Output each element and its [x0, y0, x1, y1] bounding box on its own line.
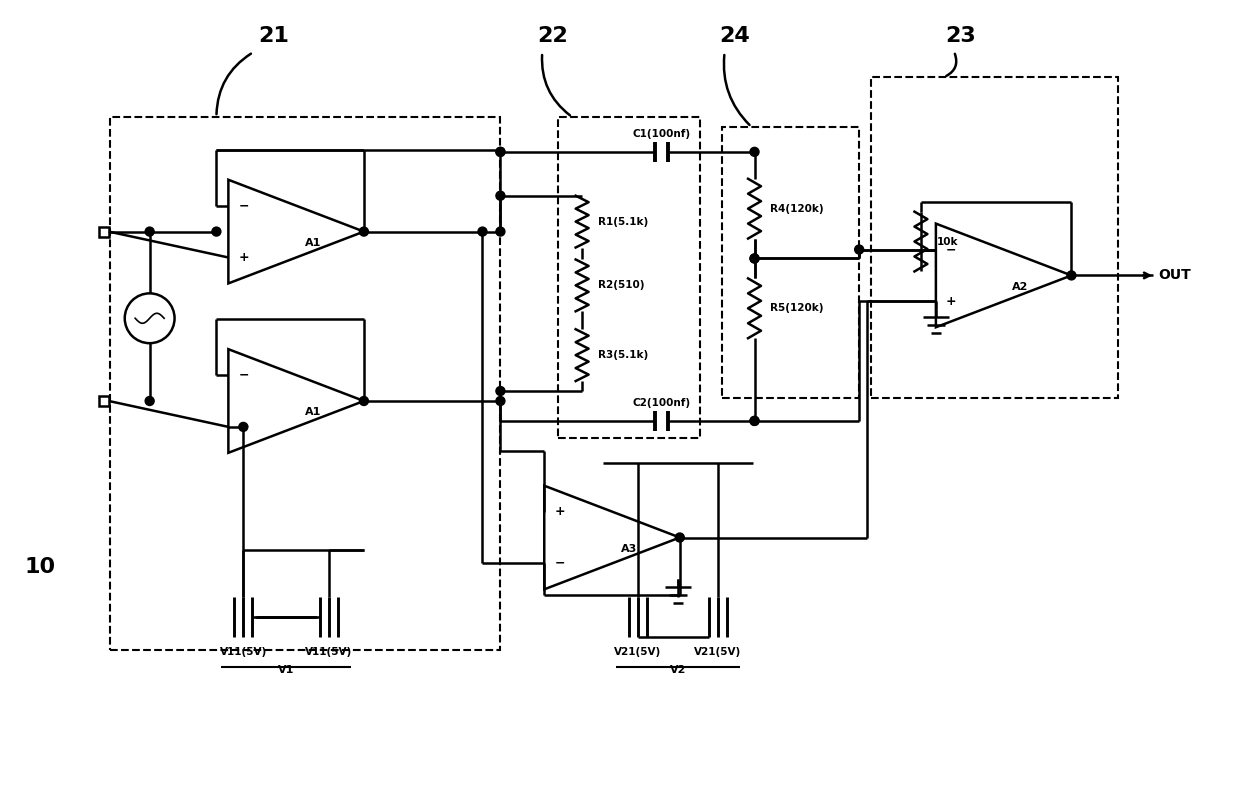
Text: −: −: [946, 243, 956, 256]
Text: A2: A2: [1012, 282, 1029, 292]
Text: 21: 21: [258, 26, 289, 46]
Bar: [110, 117, 501, 650]
Text: +: +: [238, 420, 249, 434]
Text: A3: A3: [621, 544, 637, 554]
Circle shape: [360, 396, 368, 405]
Circle shape: [750, 147, 759, 156]
Circle shape: [145, 227, 154, 236]
Text: 23: 23: [945, 26, 976, 46]
Text: 24: 24: [719, 26, 750, 46]
Text: +: +: [238, 251, 249, 264]
Text: V21(5V): V21(5V): [694, 647, 742, 657]
Text: V11(5V): V11(5V): [219, 647, 267, 657]
Text: −: −: [238, 199, 249, 213]
Circle shape: [496, 396, 505, 405]
Circle shape: [676, 533, 684, 542]
Circle shape: [496, 147, 505, 156]
Circle shape: [477, 227, 487, 236]
Text: V2: V2: [670, 665, 686, 675]
Circle shape: [239, 423, 248, 431]
Circle shape: [145, 396, 154, 405]
Text: 22: 22: [537, 26, 568, 46]
Text: A1: A1: [305, 238, 321, 248]
Circle shape: [496, 191, 505, 200]
Bar: [558, 117, 699, 438]
Circle shape: [854, 245, 863, 254]
Bar: [99, 227, 109, 236]
Circle shape: [750, 416, 759, 425]
Text: +: +: [554, 505, 565, 518]
Text: A1: A1: [305, 408, 321, 417]
Text: −: −: [554, 557, 564, 570]
Text: +: +: [946, 295, 956, 308]
Circle shape: [496, 386, 505, 396]
Text: 10k: 10k: [937, 236, 959, 247]
Text: C2(100nf): C2(100nf): [632, 398, 691, 408]
Text: C1(100nf): C1(100nf): [632, 129, 691, 139]
Circle shape: [750, 254, 759, 263]
Circle shape: [212, 227, 221, 236]
Bar: [722, 127, 859, 398]
Text: R2(510): R2(510): [598, 281, 645, 290]
Circle shape: [750, 254, 759, 263]
Text: R4(120k): R4(120k): [770, 204, 825, 213]
Circle shape: [496, 227, 505, 236]
Text: R5(120k): R5(120k): [770, 303, 823, 313]
Circle shape: [360, 227, 368, 236]
Bar: [872, 77, 1118, 398]
Text: V21(5V): V21(5V): [614, 647, 662, 657]
Text: 10: 10: [25, 557, 56, 577]
Bar: [99, 396, 109, 406]
Text: −: −: [238, 369, 249, 381]
Text: V11(5V): V11(5V): [305, 647, 352, 657]
Circle shape: [496, 147, 505, 156]
Text: R3(5.1k): R3(5.1k): [598, 351, 649, 360]
Text: R1(5.1k): R1(5.1k): [598, 216, 649, 227]
Text: V1: V1: [278, 665, 294, 675]
Circle shape: [1066, 271, 1076, 280]
Text: OUT: OUT: [1158, 268, 1190, 282]
Circle shape: [750, 416, 759, 425]
